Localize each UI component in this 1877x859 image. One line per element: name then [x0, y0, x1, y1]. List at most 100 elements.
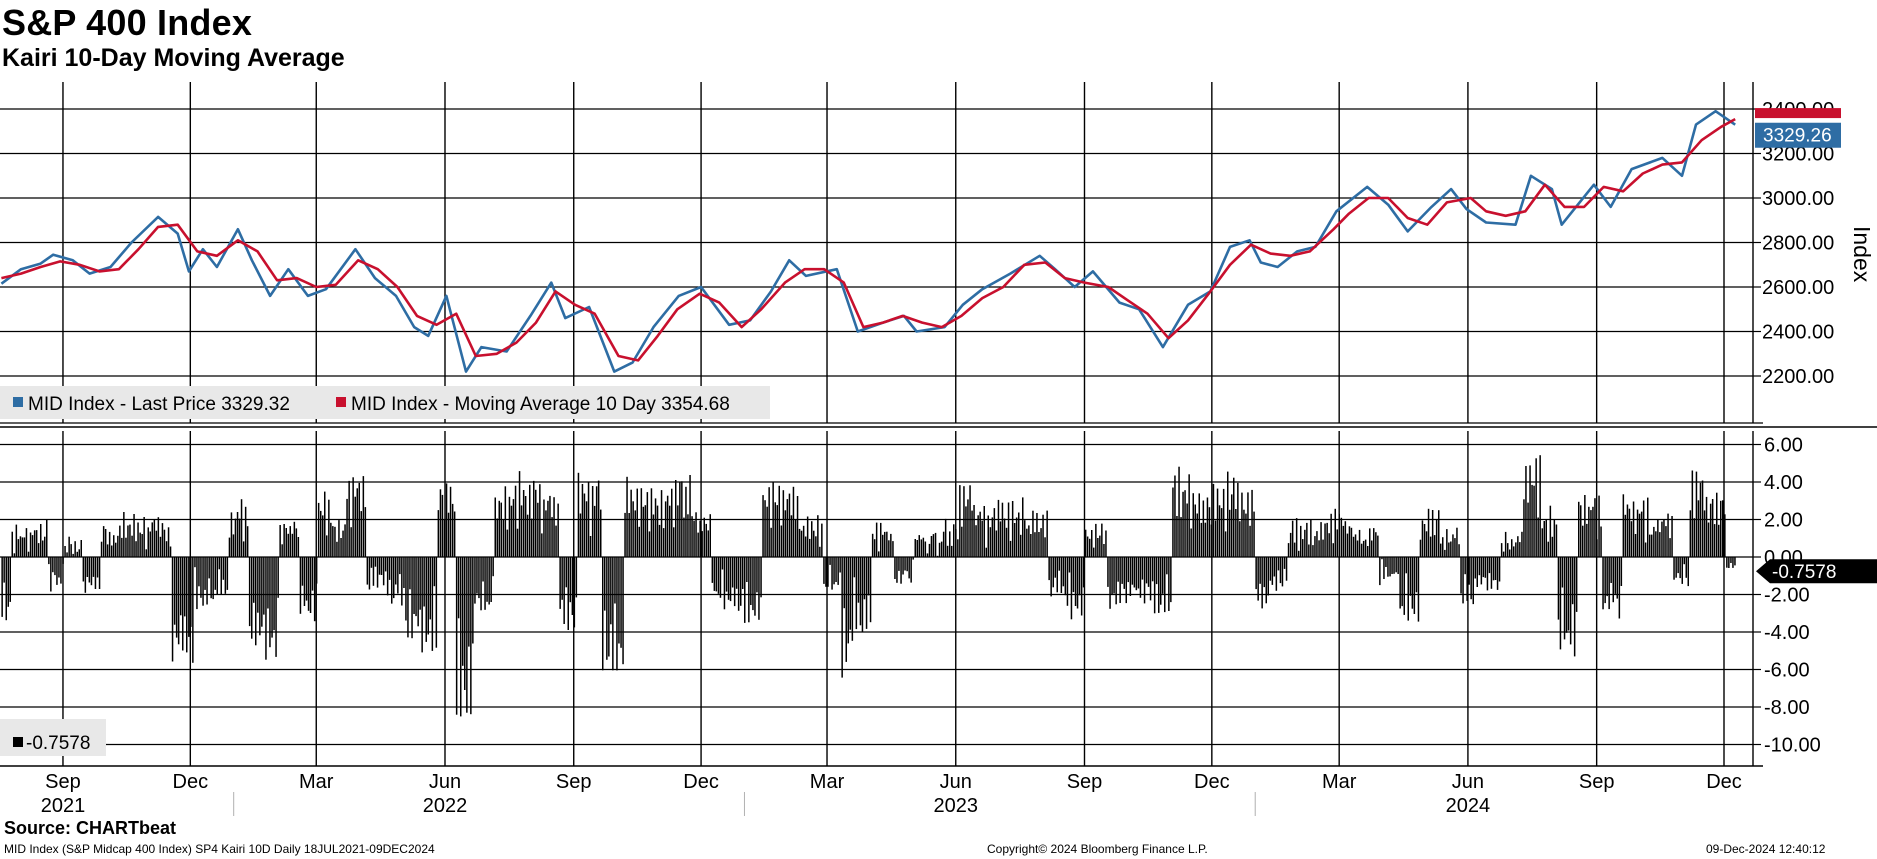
kairi-bar [1610, 557, 1612, 583]
kairi-bar [867, 557, 870, 596]
kairi-bar [177, 557, 180, 645]
kairi-bar [1454, 538, 1456, 557]
kairi-tick-label: 4.00 [1764, 472, 1803, 494]
kairi-bar [608, 557, 610, 657]
kairi-bar [687, 514, 689, 557]
kairi-bar [1608, 557, 1610, 610]
kairi-bar [1462, 557, 1464, 604]
kairi-bar [1060, 557, 1063, 593]
kairi-bar [1527, 502, 1529, 557]
kairi-bar [1468, 557, 1470, 585]
kairi-bar [1614, 557, 1616, 594]
kairi-bar [1030, 534, 1032, 557]
kairi-bar [520, 505, 523, 557]
kairi-bar [1525, 466, 1527, 557]
kairi-bar [707, 530, 709, 557]
kairi-bar [1452, 534, 1454, 557]
kairi-bar [1310, 520, 1312, 557]
kairi-bar [33, 530, 36, 557]
kairi-bar [1555, 524, 1558, 557]
kairi-bar [1137, 557, 1140, 589]
kairi-bar [332, 526, 334, 557]
kairi-bar [232, 534, 235, 557]
kairi-bar [1113, 557, 1115, 594]
kairi-bar [1644, 542, 1647, 557]
kairi-bar [1657, 519, 1659, 557]
kairi-bar [1486, 557, 1489, 591]
kairi-bar [1425, 531, 1428, 557]
kairi-bar [267, 557, 269, 609]
kairi-bar [374, 557, 377, 567]
kairi-bar [1677, 557, 1679, 574]
kairi-bar [853, 557, 856, 578]
kairi-bar [388, 557, 391, 580]
kairi-bar [626, 476, 628, 557]
kairi-bar [415, 557, 417, 617]
kairi-bar [395, 557, 397, 585]
kairi-bar [500, 502, 502, 557]
kairi-bar [705, 523, 707, 557]
kairi-bar [1139, 557, 1142, 598]
kairi-bar [900, 557, 902, 584]
kairi-bar [1492, 557, 1495, 581]
kairi-bar [790, 515, 793, 557]
kairi-tick-label: -4.00 [1764, 622, 1810, 644]
kairi-bar [1509, 549, 1511, 557]
kairi-bar [1537, 517, 1539, 557]
kairi-bar [1632, 501, 1635, 557]
kairi-bar [1456, 527, 1458, 557]
price-panel: 2200.00 2400.00 2600.00 2800.00 3000.00 3200.… [0, 82, 1875, 424]
kairi-bar [1401, 557, 1403, 607]
kairi-bar [348, 480, 350, 557]
kairi-bar [1549, 505, 1552, 557]
kairi-bar [1375, 532, 1377, 557]
kairi-bar [76, 551, 78, 557]
kairi-bar [715, 557, 718, 592]
kairi-bar [56, 557, 58, 585]
kairi-bar [322, 515, 324, 557]
kairi-bar [1117, 557, 1119, 582]
kairi-bar [776, 505, 778, 557]
kairi-bar [1573, 557, 1576, 657]
kairi-bar [555, 525, 557, 557]
kairi-bar [1513, 546, 1515, 557]
kairi-bar [1649, 534, 1651, 557]
kairi-bar [1575, 557, 1578, 612]
kairi-bar [200, 557, 202, 598]
kairi-bar [1362, 540, 1365, 557]
kairi-bar [1580, 505, 1582, 557]
kairi-bar [484, 557, 486, 610]
kairi-bar [198, 557, 200, 587]
kairi-bar [813, 530, 815, 557]
kairi-bar [1411, 557, 1414, 609]
kairi-tick-label: -6.00 [1764, 660, 1810, 682]
kairi-bar [1302, 539, 1304, 557]
kairi-bar [104, 529, 107, 557]
kairi-bar [713, 557, 716, 591]
kairi-bar [208, 557, 210, 579]
kairi-bar [589, 536, 592, 557]
kairi-bar [92, 557, 95, 577]
moving-average-legend-label: MID Index - Moving Average 10 Day 3354.6… [351, 394, 730, 415]
kairi-bar [115, 542, 117, 557]
kairi-bar [1202, 500, 1205, 557]
kairi-bar [1121, 557, 1123, 584]
kairi-bar [234, 518, 237, 557]
year-tick-label: 2021 [41, 795, 86, 817]
kairi-bar [153, 519, 156, 557]
kairi-bar [1541, 528, 1543, 557]
kairi-bar [892, 541, 894, 557]
kairi-bar [401, 557, 403, 606]
month-tick-label: Mar [1322, 771, 1357, 793]
kairi-bar [1208, 507, 1211, 557]
kairi-bar [1028, 525, 1030, 557]
kairi-bar [405, 557, 407, 621]
kairi-bar [1091, 530, 1093, 557]
kairi-bar [1186, 503, 1188, 557]
kairi-bar [196, 557, 198, 610]
kairi-bar [898, 557, 900, 571]
kairi-bar [356, 488, 358, 557]
kairi-bar [330, 522, 332, 557]
kairi-bar [1042, 514, 1044, 557]
kairi-bar [1300, 525, 1302, 557]
